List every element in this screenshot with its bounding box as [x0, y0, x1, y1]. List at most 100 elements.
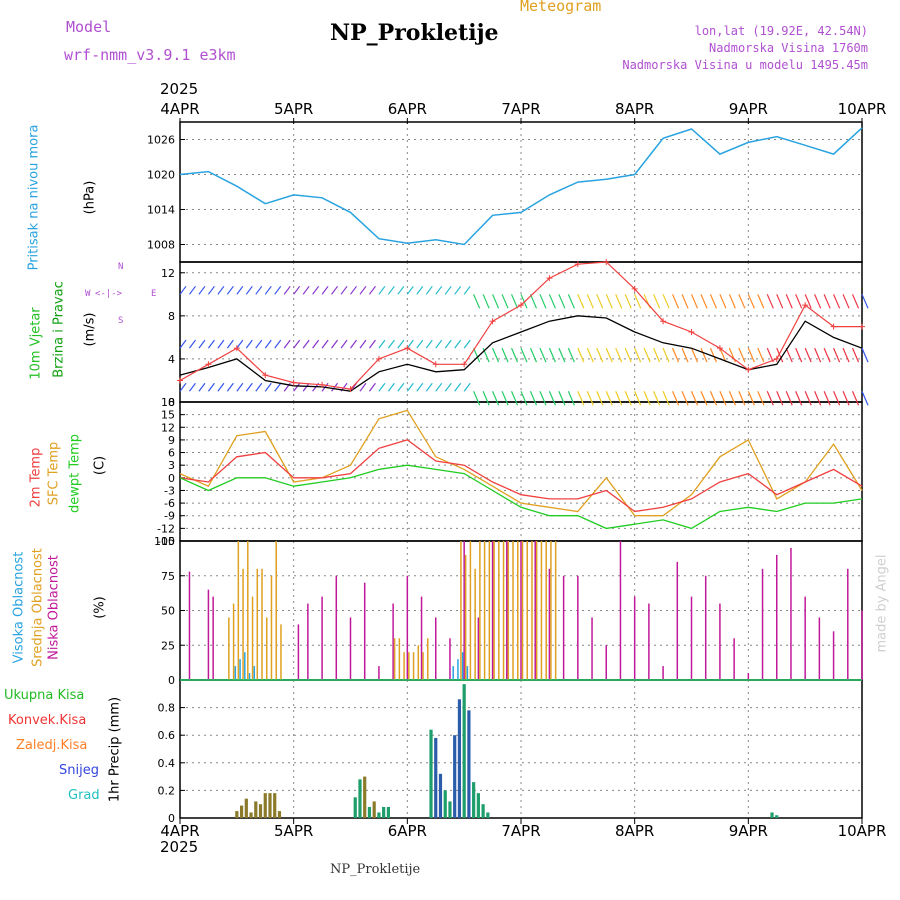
precip-bar [258, 804, 263, 818]
wind-barb [207, 339, 215, 349]
wind-barb [312, 285, 320, 295]
wind-barb [577, 390, 585, 406]
wind-gust-marker [830, 323, 837, 330]
precip-bar [239, 805, 244, 818]
precip-bar [443, 790, 447, 818]
wind-gust-marker [205, 361, 212, 368]
precip-ytick-label: 0 [168, 812, 175, 825]
wind-barb [255, 285, 263, 295]
precip-bar [249, 812, 253, 818]
wind-barb [274, 285, 282, 295]
date-label-top: 7APR [501, 100, 540, 118]
precip-bar [263, 793, 267, 818]
wind-barb [378, 382, 386, 392]
wind-barb [217, 285, 225, 295]
footer-station: NP_Prokletije [330, 862, 421, 877]
year-top: 2025 [160, 80, 199, 98]
wind-gust-marker [859, 323, 865, 330]
wind-gust-marker [716, 345, 723, 352]
wind-barb [283, 339, 291, 349]
precip-bar [457, 699, 462, 818]
precip-bar [382, 806, 386, 818]
wind-barb [795, 347, 803, 363]
wind-barb [747, 347, 755, 363]
wind-barb [359, 339, 367, 349]
precip-frame [179, 679, 863, 819]
temp-sfc-line [179, 409, 863, 517]
wind-barb [454, 339, 462, 349]
wind-barb [274, 382, 282, 392]
wind-barb [425, 382, 433, 392]
wind-barb [539, 390, 547, 406]
wind-barb [851, 347, 860, 363]
wind-barb [236, 285, 244, 295]
wind-barb [179, 285, 187, 295]
wind-gust-marker [660, 318, 667, 325]
wind-barb [510, 390, 519, 406]
wind-gust-marker [574, 261, 581, 268]
elevation-label: Nadmorska Visina 1760m [709, 41, 868, 55]
temperature-ytick-label: 18 [161, 396, 175, 409]
wind-barb [387, 339, 395, 349]
wind-barb [179, 339, 187, 349]
wind-barb [851, 390, 860, 406]
pressure-ytick-label: 1014 [147, 204, 175, 217]
wind-barb [302, 285, 310, 295]
wind-barb [179, 382, 187, 392]
wind-barb [454, 285, 462, 295]
wind-barb [529, 294, 538, 309]
wind-barb [548, 347, 556, 363]
precip-conv-label: Konvek.Kisa [8, 713, 87, 728]
precip-bar [235, 811, 239, 818]
wind-barb [747, 294, 755, 309]
precip-bar [273, 793, 277, 818]
wind-gust-marker [347, 386, 354, 393]
wind-barb [747, 390, 755, 406]
wind-barb [662, 390, 670, 406]
precip-bar [770, 812, 774, 818]
wind-barb [833, 390, 841, 406]
wind-barb [795, 390, 803, 406]
wind-barb [634, 390, 642, 406]
wind-barb [425, 285, 433, 295]
wind-barb [719, 390, 727, 406]
wind-ytick-label: 0 [168, 396, 175, 409]
wind-barb [728, 390, 736, 406]
compass-east-label: E [151, 289, 157, 299]
clouds-ytick-label: 50 [161, 605, 175, 618]
wind-barb [359, 285, 367, 295]
wind-barb [624, 294, 632, 309]
wind-barb [454, 382, 462, 392]
wind-gust-marker [233, 345, 240, 352]
precip-bar [367, 806, 372, 818]
temperature-ytick-label: 6 [168, 447, 175, 460]
date-label-bottom: 5APR [274, 822, 313, 840]
wind-barb [406, 285, 414, 295]
precip-bar [372, 801, 376, 818]
wind-barb [293, 382, 301, 392]
wind-barb [188, 339, 196, 349]
wind-barb [387, 382, 395, 392]
wind-barb [264, 339, 272, 349]
wind-barb [823, 347, 831, 363]
wind-barb [416, 382, 424, 392]
wind-barb [501, 390, 509, 406]
precip-bar [486, 812, 490, 818]
wind-barb [814, 390, 822, 406]
wind-barb [188, 382, 196, 392]
wind-barb [539, 347, 547, 363]
wind-barb [492, 347, 500, 363]
wind-barb [255, 382, 263, 392]
wind-barb [851, 294, 860, 309]
date-label-top: 6APR [388, 100, 427, 118]
clouds-ytick-label: 100 [154, 535, 175, 548]
precip-bar [467, 710, 471, 818]
wind-barb [795, 294, 803, 309]
wind-barb [245, 285, 253, 295]
wind-barb [359, 382, 367, 392]
wind-barb [463, 339, 471, 349]
wind-barb [283, 285, 291, 295]
temp-2m-line [179, 439, 863, 513]
wind-barb [776, 294, 784, 309]
wind-gust-marker [603, 259, 610, 265]
